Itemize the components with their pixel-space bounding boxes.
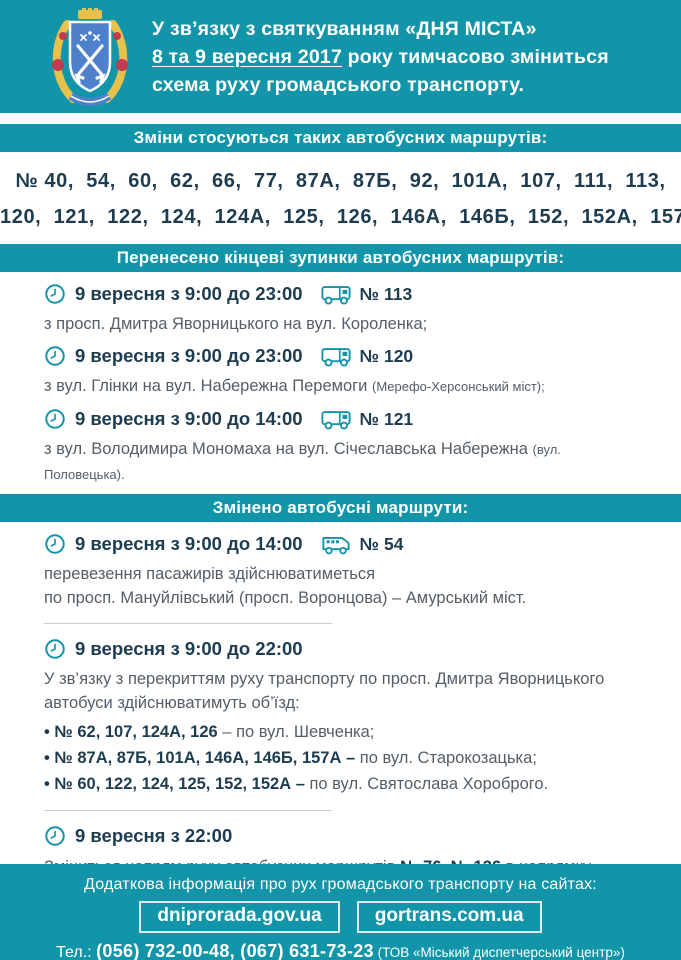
entry-time: 9 вересня з 9:00 до 14:00 [75, 408, 303, 429]
header-line-2: 8 та 9 вересня 2017 року тимчасово зміни… [152, 43, 609, 71]
changed-route-entry-54: 9 вересня з 9:00 до 14:00 № 54 перевезен… [44, 531, 637, 610]
entry-route-number: № 54 [359, 533, 404, 554]
footer-info-text: Додаткова інформація про рух громадськог… [84, 876, 597, 893]
header-line-2-rest: року тимчасово зміниться [342, 45, 609, 68]
entry-description: з просп. Дмитра Яворницького на вул. Кор… [44, 312, 637, 336]
entry-route-number: № 121 [359, 408, 414, 429]
header-line-1: У зв’язку з святкуванням «ДНЯ МІСТА» [152, 17, 537, 40]
detour-bullet: • № 87А, 87Б, 101А, 146А, 146Б, 157А – п… [44, 749, 537, 767]
moved-stops-section: 9 вересня з 9:00 до 23:00 № 113 з просп.… [0, 272, 681, 487]
entry-time: 9 вересня з 9:00 до 23:00 [75, 345, 303, 366]
bullet-street: по вул. Святослава Хороброго. [304, 775, 549, 793]
clock-icon [44, 283, 66, 305]
header-banner: У зв’язку з святкуванням «ДНЯ МІСТА» 8 т… [0, 0, 681, 113]
city-coat-of-arms-icon [44, 7, 136, 108]
bullet-street: по вул. Старокозацька; [355, 749, 537, 767]
header-title: У зв’язку з святкуванням «ДНЯ МІСТА» 8 т… [152, 15, 609, 99]
entry-time-row: 9 вересня з 22:00 [44, 823, 637, 849]
entry-time-row: 9 вересня з 9:00 до 23:00 № 120 [44, 343, 637, 369]
detour-intro: У зв’язку з перекриттям руху транспорту … [44, 670, 605, 712]
moved-stop-entry-121: 9 вересня з 9:00 до 14:00 № 121 з вул. В… [44, 406, 637, 487]
bullet-routes: № 60, 122, 124, 125, 152, 152А – [54, 775, 305, 793]
detour-entry: 9 вересня з 9:00 до 22:00 У зв’язку з пе… [44, 636, 637, 797]
entry-time: 9 вересня з 9:00 до 22:00 [75, 638, 303, 659]
header-dates: 8 та 9 вересня 2017 [152, 45, 343, 68]
bus-icon [321, 408, 351, 431]
detour-bullet: • № 62, 107, 124А, 126 – по вул. Шевченк… [44, 723, 375, 741]
clock-icon [44, 408, 66, 430]
moved-stop-entry-120: 9 вересня з 9:00 до 23:00 № 120 з вул. Г… [44, 343, 637, 399]
entry-description-text: з вул. Глінки на вул. Набережна Перемоги [44, 377, 368, 395]
minibus-icon [321, 533, 351, 556]
link-gortrans[interactable]: gortrans.com.ua [356, 901, 542, 933]
link-dniprorada[interactable]: dniprorada.gov.ua [139, 901, 340, 933]
section-title-changed-routes: Змінено автобусні маршрути: [0, 494, 681, 522]
clock-icon [44, 825, 66, 847]
detour-bullet-list: • № 62, 107, 124А, 126 – по вул. Шевченк… [44, 719, 637, 797]
entry-note: (Мерефо-Херсонський міст); [371, 379, 545, 394]
spacer [0, 113, 681, 124]
entry-time-row: 9 вересня з 9:00 до 14:00 № 54 [44, 531, 637, 557]
entry-description-text: з вул. Володимира Мономаха на вул. Січес… [44, 440, 528, 458]
clock-icon [44, 533, 66, 555]
entry-description-line-1: перевезення пасажирів здійснюватиметься [44, 565, 376, 583]
section-title-moved-stops: Перенесено кінцеві зупинки автобусних ма… [0, 244, 681, 272]
entry-description: з вул. Глінки на вул. Набережна Перемоги… [44, 374, 637, 399]
phone-label: Тел.: [56, 944, 97, 960]
footer-links: dniprorada.gov.ua gortrans.com.ua [0, 901, 681, 933]
entry-time: 9 вересня з 22:00 [75, 825, 233, 846]
bullet-routes: № 62, 107, 124А, 126 [54, 723, 218, 741]
phone-org: (ТОВ «Міський диспетчерський центр») [373, 945, 625, 960]
entry-description: перевезення пасажирів здійснюватиметься … [44, 562, 637, 610]
section-divider [44, 810, 332, 811]
footer-phone-line: Тел.: (056) 732-00-48, (067) 631-73-23 (… [0, 941, 681, 960]
routes-line-2: 120, 121, 122, 124, 124А, 125, 126, 146А… [0, 206, 681, 228]
clock-icon [44, 345, 66, 367]
entry-route-number: № 120 [359, 345, 414, 366]
routes-line-1: № 40, 54, 60, 62, 66, 77, 87А, 87Б, 92, … [15, 170, 666, 192]
entry-description: з вул. Володимира Мономаха на вул. Січес… [44, 437, 637, 487]
detour-bullet: • № 60, 122, 124, 125, 152, 152А – по ву… [44, 775, 549, 793]
clock-icon [44, 638, 66, 660]
section-title-affected-routes: Зміни стосуються таких автобусних маршру… [0, 124, 681, 152]
bullet-routes: № 87А, 87Б, 101А, 146А, 146Б, 157А – [54, 749, 356, 767]
entry-time: 9 вересня з 9:00 до 14:00 [75, 533, 303, 554]
entry-time: 9 вересня з 9:00 до 23:00 [75, 283, 303, 304]
entry-note: (вул. Половецька). [44, 442, 561, 482]
entry-description-line-2: по просп. Мануйлівський (просп. Воронцов… [44, 589, 527, 607]
affected-routes-list: № 40, 54, 60, 62, 66, 77, 87А, 87Б, 92, … [0, 152, 681, 244]
footer-banner: Додаткова інформація про рух громадськог… [0, 864, 681, 960]
bullet-street: – по вул. Шевченка; [217, 723, 375, 741]
entry-description-text: з просп. Дмитра Яворницького на вул. Кор… [44, 315, 428, 333]
entry-time-row: 9 вересня з 9:00 до 23:00 № 113 [44, 281, 637, 307]
section-divider [44, 623, 332, 624]
header-line-3: схема руху громадського транспорту. [152, 73, 525, 96]
entry-time-row: 9 вересня з 9:00 до 14:00 № 121 [44, 406, 637, 432]
bus-icon [321, 283, 351, 306]
phone-numbers: (056) 732-00-48, (067) 631-73-23 [96, 941, 374, 960]
entry-time-row: 9 вересня з 9:00 до 22:00 [44, 636, 637, 662]
bus-icon [321, 345, 351, 368]
moved-stop-entry-113: 9 вересня з 9:00 до 23:00 № 113 з просп.… [44, 281, 637, 336]
entry-route-number: № 113 [359, 283, 413, 304]
